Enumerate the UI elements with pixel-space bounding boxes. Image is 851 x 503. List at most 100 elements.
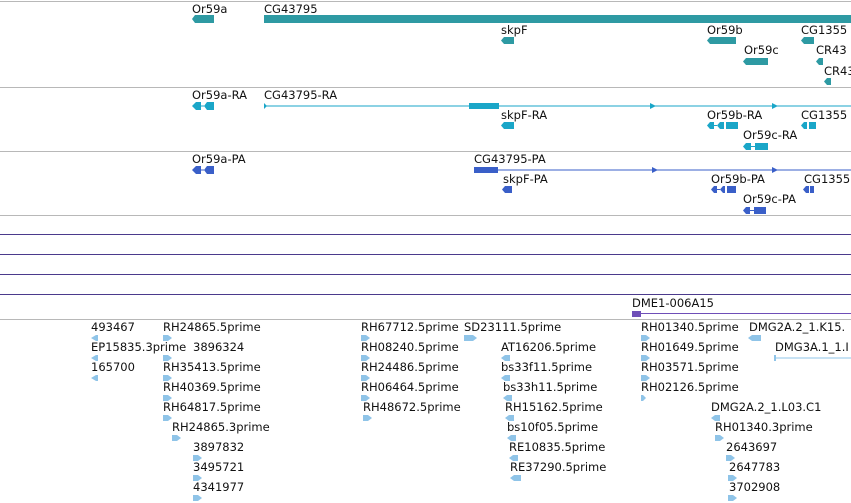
protein-label: Or59c-PA: [743, 192, 796, 206]
est-feature[interactable]: [501, 375, 511, 381]
gene-feature[interactable]: [192, 15, 216, 23]
transcript-feature[interactable]: [264, 102, 851, 110]
est-label: RE10835.5prime: [509, 440, 606, 454]
est-label: AT16206.5prime: [501, 340, 597, 354]
est-feature[interactable]: [711, 415, 721, 421]
misc-feature[interactable]: [632, 311, 641, 317]
gene-label: skpF: [501, 23, 528, 37]
transcript-label: CG1355: [801, 108, 848, 122]
est-feature[interactable]: [510, 475, 522, 481]
est-label: RH67712.5prime: [361, 320, 459, 334]
est-feature[interactable]: [91, 335, 99, 341]
protein-label: CG1355: [804, 172, 851, 186]
transcript-label: Or59c-RA: [743, 128, 798, 142]
gene-label: Or59c: [744, 43, 779, 57]
est-feature[interactable]: [726, 455, 736, 461]
est-label: DMG3A.1_1.I: [775, 340, 849, 354]
est-feature[interactable]: [641, 355, 651, 361]
est-label: RH64817.5prime: [163, 400, 261, 414]
est-label: RH08240.5prime: [361, 340, 459, 354]
est-feature[interactable]: [363, 415, 373, 421]
track-separator: [0, 1, 851, 2]
gene-label: CR43: [816, 43, 847, 57]
gene-feature[interactable]: [801, 37, 815, 44]
est-label: 165700: [91, 360, 135, 374]
est-feature[interactable]: [728, 475, 738, 481]
est-feature[interactable]: [501, 355, 511, 361]
est-feature[interactable]: [172, 435, 182, 441]
protein-label: skpF-PA: [503, 172, 548, 186]
est-feature[interactable]: [728, 495, 738, 501]
misc-feature-line: [641, 313, 851, 314]
transcript-label: Or59b-RA: [707, 108, 763, 122]
protein-feature[interactable]: [192, 166, 216, 174]
est-feature[interactable]: [91, 355, 99, 361]
protein-feature[interactable]: [711, 186, 737, 193]
est-feature[interactable]: [641, 395, 647, 401]
gene-feature[interactable]: [707, 37, 737, 44]
est-feature[interactable]: [163, 375, 173, 381]
est-label: RH01649.5prime: [641, 340, 739, 354]
est-feature[interactable]: [361, 355, 371, 361]
protein-label: Or59a-PA: [192, 152, 246, 166]
transcript-label: skpF-RA: [501, 108, 548, 122]
gene-feature[interactable]: [743, 58, 769, 65]
transcript-feature[interactable]: [707, 122, 739, 129]
gene-feature[interactable]: [501, 37, 515, 44]
est-label: RH01340.3prime: [715, 420, 813, 434]
est-feature[interactable]: [464, 335, 478, 341]
est-feature[interactable]: [503, 395, 513, 401]
protein-track: Or59a-PA CG43795-PA skpF-PA Or59b-PA Or5…: [0, 152, 851, 215]
est-feature[interactable]: [193, 475, 203, 481]
est-feature[interactable]: [163, 355, 173, 361]
est-feature[interactable]: [193, 495, 203, 501]
est-label: bs33h11.5prime: [503, 380, 598, 394]
gene-feature[interactable]: [816, 58, 824, 65]
est-feature[interactable]: [507, 435, 517, 441]
est-feature[interactable]: [509, 455, 519, 461]
gene-label: CR43: [824, 64, 851, 78]
transcript-feature[interactable]: [743, 143, 769, 150]
est-feature[interactable]: [641, 375, 651, 381]
est-label: 3896324: [193, 340, 245, 354]
misc-track: DME1-006A15: [0, 295, 851, 319]
est-label: 2643697: [726, 440, 778, 454]
est-feature[interactable]: [91, 375, 99, 381]
est-feature[interactable]: [361, 335, 371, 341]
est-label: 3897832: [193, 440, 245, 454]
transcript-feature[interactable]: [501, 122, 515, 129]
est-feature[interactable]: [193, 455, 203, 461]
track-line: [0, 234, 851, 235]
est-feature[interactable]: [505, 415, 515, 421]
gene-feature[interactable]: [264, 15, 851, 23]
est-label: EP15835.3prime: [91, 340, 187, 354]
est-feature[interactable]: [641, 335, 651, 341]
est-feature[interactable]: [361, 375, 371, 381]
gene-label: Or59b: [707, 23, 743, 37]
est-feature[interactable]: [163, 395, 173, 401]
est-label: RH06464.5prime: [361, 380, 459, 394]
est-label: RH15162.5prime: [505, 400, 603, 414]
est-feature[interactable]: [748, 335, 762, 341]
protein-feature[interactable]: [803, 186, 815, 193]
est-feature[interactable]: [163, 335, 173, 341]
est-feature[interactable]: [361, 395, 371, 401]
est-label: RH48672.5prime: [363, 400, 461, 414]
est-feature[interactable]: [163, 415, 173, 421]
est-label: RH35413.5prime: [163, 360, 261, 374]
transcript-feature[interactable]: [801, 122, 817, 129]
transcript-feature[interactable]: [192, 102, 216, 110]
protein-label: Or59b-PA: [711, 172, 765, 186]
protein-feature[interactable]: [474, 166, 851, 174]
est-feature[interactable]: [774, 355, 851, 361]
est-label: 3702908: [729, 480, 781, 494]
est-label: RH01340.5prime: [641, 320, 739, 334]
protein-feature[interactable]: [743, 207, 767, 214]
est-label: 3495721: [193, 460, 245, 474]
est-label: 4341977: [193, 480, 245, 494]
gene-label: Or59a: [192, 2, 228, 16]
protein-feature[interactable]: [502, 186, 514, 193]
est-label: RH24486.5prime: [361, 360, 459, 374]
est-feature[interactable]: [715, 435, 725, 441]
gene-feature[interactable]: [824, 78, 832, 85]
